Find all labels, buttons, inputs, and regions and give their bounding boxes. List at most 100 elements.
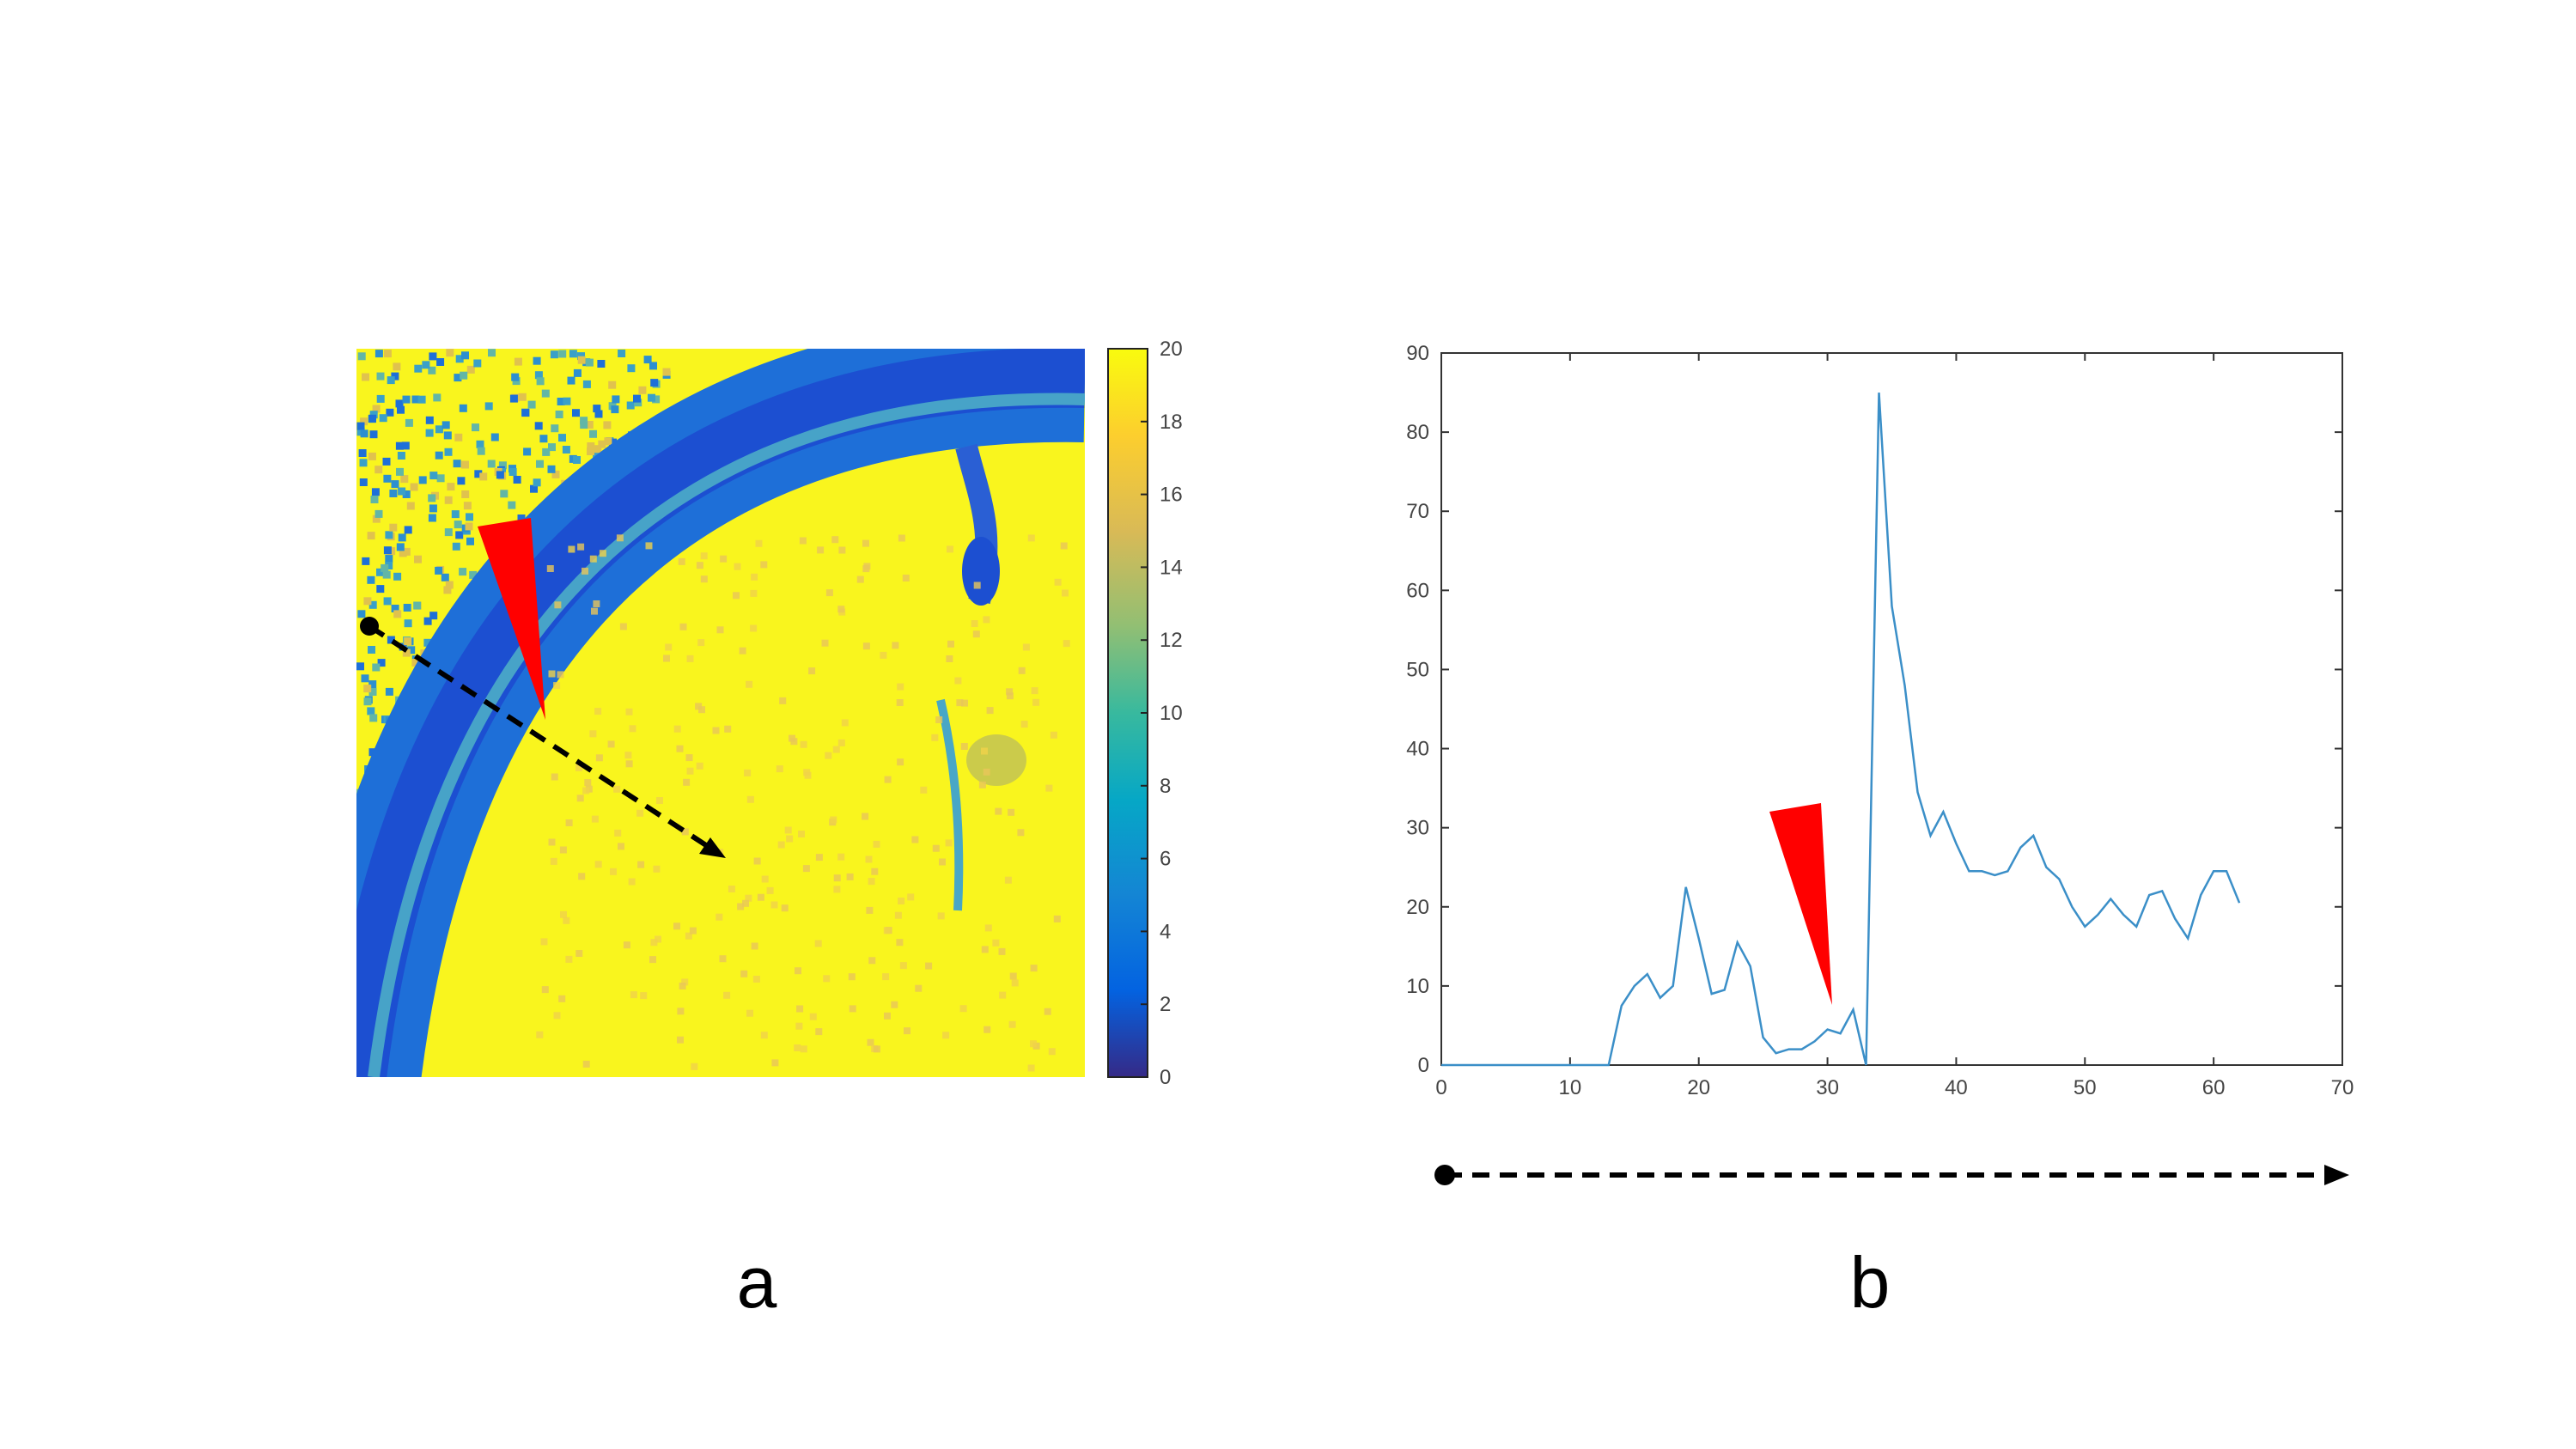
noise-pixel: [375, 509, 383, 518]
noise-pixel: [436, 474, 445, 483]
x-tick-label: 20: [1687, 1076, 1710, 1099]
tissue-speckle: [796, 1005, 804, 1013]
noise-pixel: [363, 685, 372, 693]
tissue-speckle: [795, 1022, 803, 1030]
tissue-speckle: [862, 565, 870, 573]
noise-pixel: [594, 410, 603, 418]
tissue-speckle: [744, 769, 752, 776]
tissue-speckle: [999, 991, 1007, 999]
noise-pixel: [577, 352, 585, 361]
noise-pixel: [383, 350, 392, 358]
tissue-speckle: [786, 835, 794, 843]
tissue-speckle: [837, 606, 845, 613]
noise-pixel: [643, 356, 652, 364]
tissue-speckle: [636, 809, 644, 817]
noise-pixel: [435, 425, 443, 434]
noise-pixel: [459, 568, 467, 576]
tissue-speckle: [565, 819, 573, 826]
tissue-speckle: [781, 904, 789, 912]
tissue-speckle: [689, 927, 697, 935]
noise-pixel: [375, 350, 383, 358]
tissue-speckle: [771, 1059, 779, 1067]
noise-pixel: [398, 533, 406, 542]
noise-pixel: [557, 398, 565, 405]
noise-pixel: [604, 437, 612, 446]
y-tick-label: 0: [1418, 1054, 1429, 1077]
tissue-speckle: [907, 893, 915, 901]
tissue-speckle: [832, 746, 840, 753]
noise-pixel: [397, 405, 405, 414]
tissue-speckle: [550, 857, 557, 865]
noise-pixel: [585, 421, 594, 429]
y-tick-label: 40: [1406, 738, 1429, 761]
y-tick-label: 90: [1406, 342, 1429, 365]
noise-pixel: [399, 549, 407, 557]
noise-pixel: [521, 409, 530, 417]
tissue-speckle: [591, 815, 599, 823]
noise-pixel: [401, 441, 410, 450]
noise-pixel: [387, 636, 395, 644]
x-tick-label: 0: [1435, 1076, 1446, 1099]
profile-line-a: [368, 624, 710, 849]
tissue-speckle: [619, 623, 627, 630]
noise-pixel: [451, 510, 460, 519]
tissue-speckle: [751, 942, 758, 950]
tissue-speckles: [536, 534, 1070, 1072]
noise-pixel: [533, 478, 541, 487]
noise-pixel: [360, 429, 368, 438]
noise-pixel: [585, 358, 594, 367]
tissue-speckle: [947, 545, 953, 553]
noise-pixel: [551, 424, 559, 433]
tissue-speckle: [984, 1026, 991, 1033]
noise-pixel: [476, 440, 484, 448]
tissue-speckle: [856, 575, 864, 583]
tissue-speckle: [536, 1031, 544, 1038]
tissue-speckle: [649, 956, 656, 964]
noise-pixel: [361, 674, 369, 683]
noise-pixel: [429, 472, 438, 480]
tissue-speckle: [700, 575, 708, 583]
tissue-speckle: [618, 843, 624, 850]
noise-pixel: [385, 687, 393, 696]
tissue-speckle: [983, 768, 990, 776]
noise-pixel: [513, 476, 521, 484]
noise-pixel: [369, 411, 378, 419]
tissue-speckle: [932, 844, 940, 852]
y-tick-label: 10: [1406, 975, 1429, 998]
tissue-speckle: [745, 894, 752, 902]
tissue-speckle: [760, 561, 768, 569]
noise-pixel: [573, 456, 581, 464]
colorbar-tick-label: 10: [1160, 702, 1183, 725]
tissue-speckle: [589, 555, 597, 563]
tissue-speckle: [637, 861, 645, 868]
noise-pixel: [443, 586, 452, 594]
tissue-speckle: [981, 946, 989, 953]
axis-ticks: 0 10 20 30 40 50 60 70 0 10 20 30 40 50 60 70 80 90: [1406, 342, 2354, 1099]
tissue-speckle: [837, 853, 845, 861]
noise-pixel: [612, 395, 620, 404]
noise-pixel: [533, 356, 541, 365]
texture-blob: [966, 734, 1026, 786]
colorbar-tick-label: 12: [1160, 629, 1183, 652]
noise-pixel: [425, 416, 434, 424]
noise-pixel: [375, 466, 383, 474]
tissue-speckle: [679, 623, 687, 630]
noise-pixel: [368, 600, 377, 609]
noise-pixel: [428, 366, 436, 374]
tissue-speckle: [891, 1001, 898, 1008]
tissue-speckle: [833, 874, 841, 882]
noise-pixel: [402, 490, 411, 498]
noise-pixel: [444, 528, 453, 537]
tissue-speckle: [681, 978, 689, 986]
tissue-speckle: [959, 1005, 967, 1013]
tissue-speckle: [808, 667, 816, 675]
noise-pixel: [386, 408, 394, 417]
noise-pixel: [396, 543, 405, 551]
noise-pixel: [411, 395, 420, 404]
tissue-speckle: [761, 875, 769, 883]
noise-pixel: [404, 637, 412, 646]
noise-pixel: [367, 532, 375, 540]
tissue-speckle: [1011, 979, 1019, 987]
noise-pixel: [562, 446, 570, 454]
